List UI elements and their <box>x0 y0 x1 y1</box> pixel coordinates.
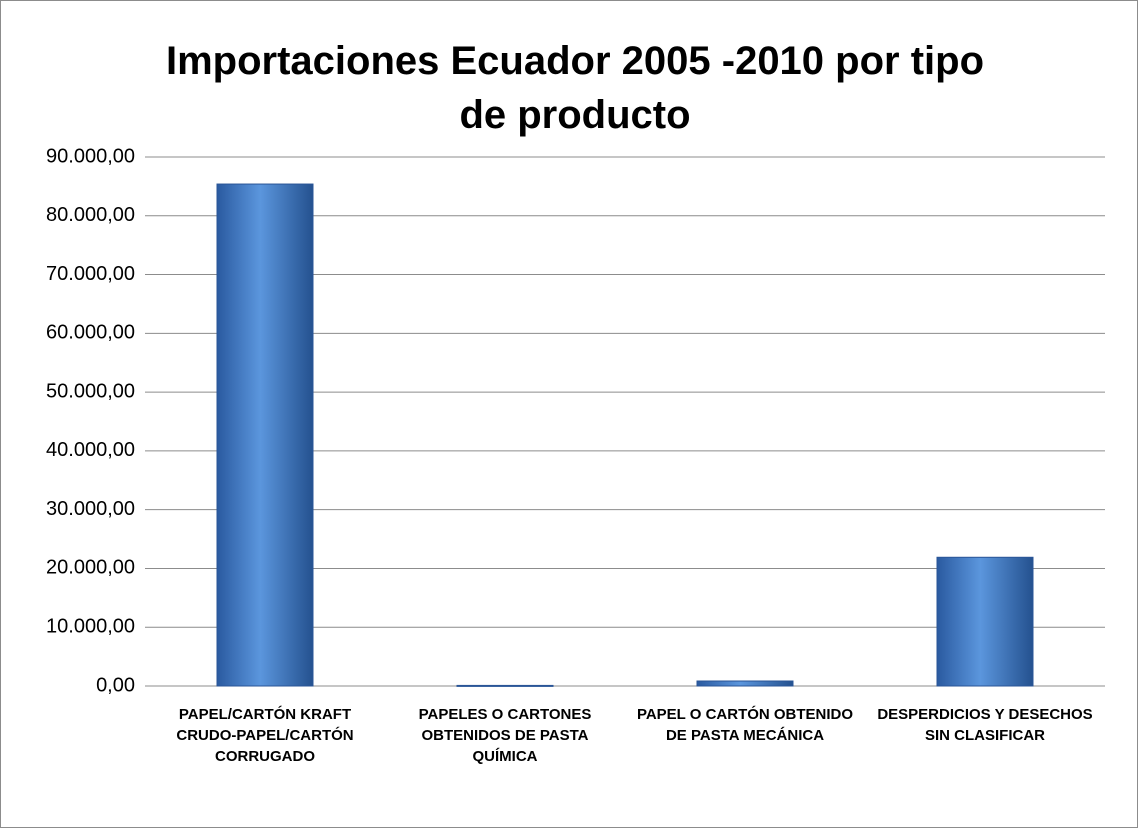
x-tick-label: PAPELES O CARTONES OBTENIDOS DE PASTA QU… <box>418 706 592 765</box>
x-tick-label: PAPEL O CARTÓN OBTENIDO DE PASTA MECÁNIC… <box>636 706 854 744</box>
y-tick-label: 20.000,00 <box>46 557 135 579</box>
bar <box>216 183 314 687</box>
y-tick-label: 50.000,00 <box>46 380 135 402</box>
chart-title: de producto <box>459 93 690 137</box>
y-tick-label: 40.000,00 <box>46 439 135 461</box>
bar <box>936 556 1034 687</box>
y-tick-label: 10.000,00 <box>46 616 135 638</box>
x-tick-label: PAPEL/CARTÓN KRAFT CRUDO-PAPEL/CARTÓN CO… <box>176 706 354 765</box>
y-tick-label: 90.000,00 <box>46 145 135 167</box>
bar <box>456 684 554 687</box>
y-tick-label: 0,00 <box>96 674 135 696</box>
bar <box>696 680 794 687</box>
chart-title: Importaciones Ecuador 2005 -2010 por tip… <box>166 39 984 83</box>
x-tick-label: DESPERDICIOS Y DESECHOS SIN CLASIFICAR <box>877 706 1093 744</box>
y-tick-label: 60.000,00 <box>46 322 135 344</box>
y-tick-label: 80.000,00 <box>46 204 135 226</box>
y-tick-label: 70.000,00 <box>46 263 135 285</box>
y-tick-label: 30.000,00 <box>46 498 135 520</box>
